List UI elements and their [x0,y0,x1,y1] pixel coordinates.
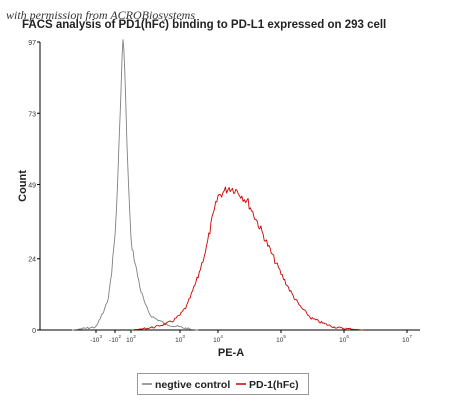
series-line-negative-control [71,39,199,331]
x-tick-exponent: 4 [220,334,223,339]
series-line-pd1 [130,186,364,331]
x-tick-label: 106 [339,334,349,344]
x-tick-base: 10 [126,337,134,344]
y-tick-label: 49 [28,183,36,190]
x-tick-exponent: 7 [409,334,412,339]
x-tick-base: -10 [90,337,100,344]
x-tick-base: 10 [213,337,221,344]
y-tick-label: 24 [28,257,36,264]
legend: negtive control PD-1(hFc) [137,373,309,395]
x-tick-base: 10 [339,337,347,344]
x-tick-label: 104 [213,334,223,344]
x-tick-base: 10 [276,337,284,344]
series-group [71,39,364,331]
x-tick-label: 102 [126,334,136,344]
x-tick-label: 105 [276,334,286,344]
x-tick-label: -103 [90,334,102,344]
x-tick-label: 103 [175,334,185,344]
y-ticks: 0 24 49 73 97 [28,40,40,335]
y-tick-label: 0 [32,328,36,335]
x-tick-label: -102 [109,334,121,344]
chart-title: FACS analysis of PD1(hFc) binding to PD-… [22,19,387,31]
axes [39,42,420,331]
x-tick-base: 10 [175,337,183,344]
x-tick-exponent: 5 [283,334,286,339]
legend-svg: negtive control PD-1(hFc) [142,379,299,391]
y-axis-label: Count [17,170,29,202]
x-tick-base: -10 [109,337,119,344]
y-tick-label: 73 [28,111,36,118]
watermark: with permission from ACROBiosystems [6,8,196,22]
legend-label-pd1: PD-1(hFc) [249,379,299,391]
legend-label-negative-control: negtive control [155,379,230,391]
x-tick-exponent: 3 [99,334,102,339]
x-tick-exponent: 6 [346,334,349,339]
x-tick-exponent: 2 [133,334,136,339]
x-axis-label: PE-A [218,347,244,359]
x-tick-base: 10 [402,337,410,344]
x-tick-label: 107 [402,334,412,344]
x-tick-exponent: 3 [182,334,185,339]
x-tick-exponent: 2 [118,334,121,339]
y-tick-label: 97 [28,40,36,47]
